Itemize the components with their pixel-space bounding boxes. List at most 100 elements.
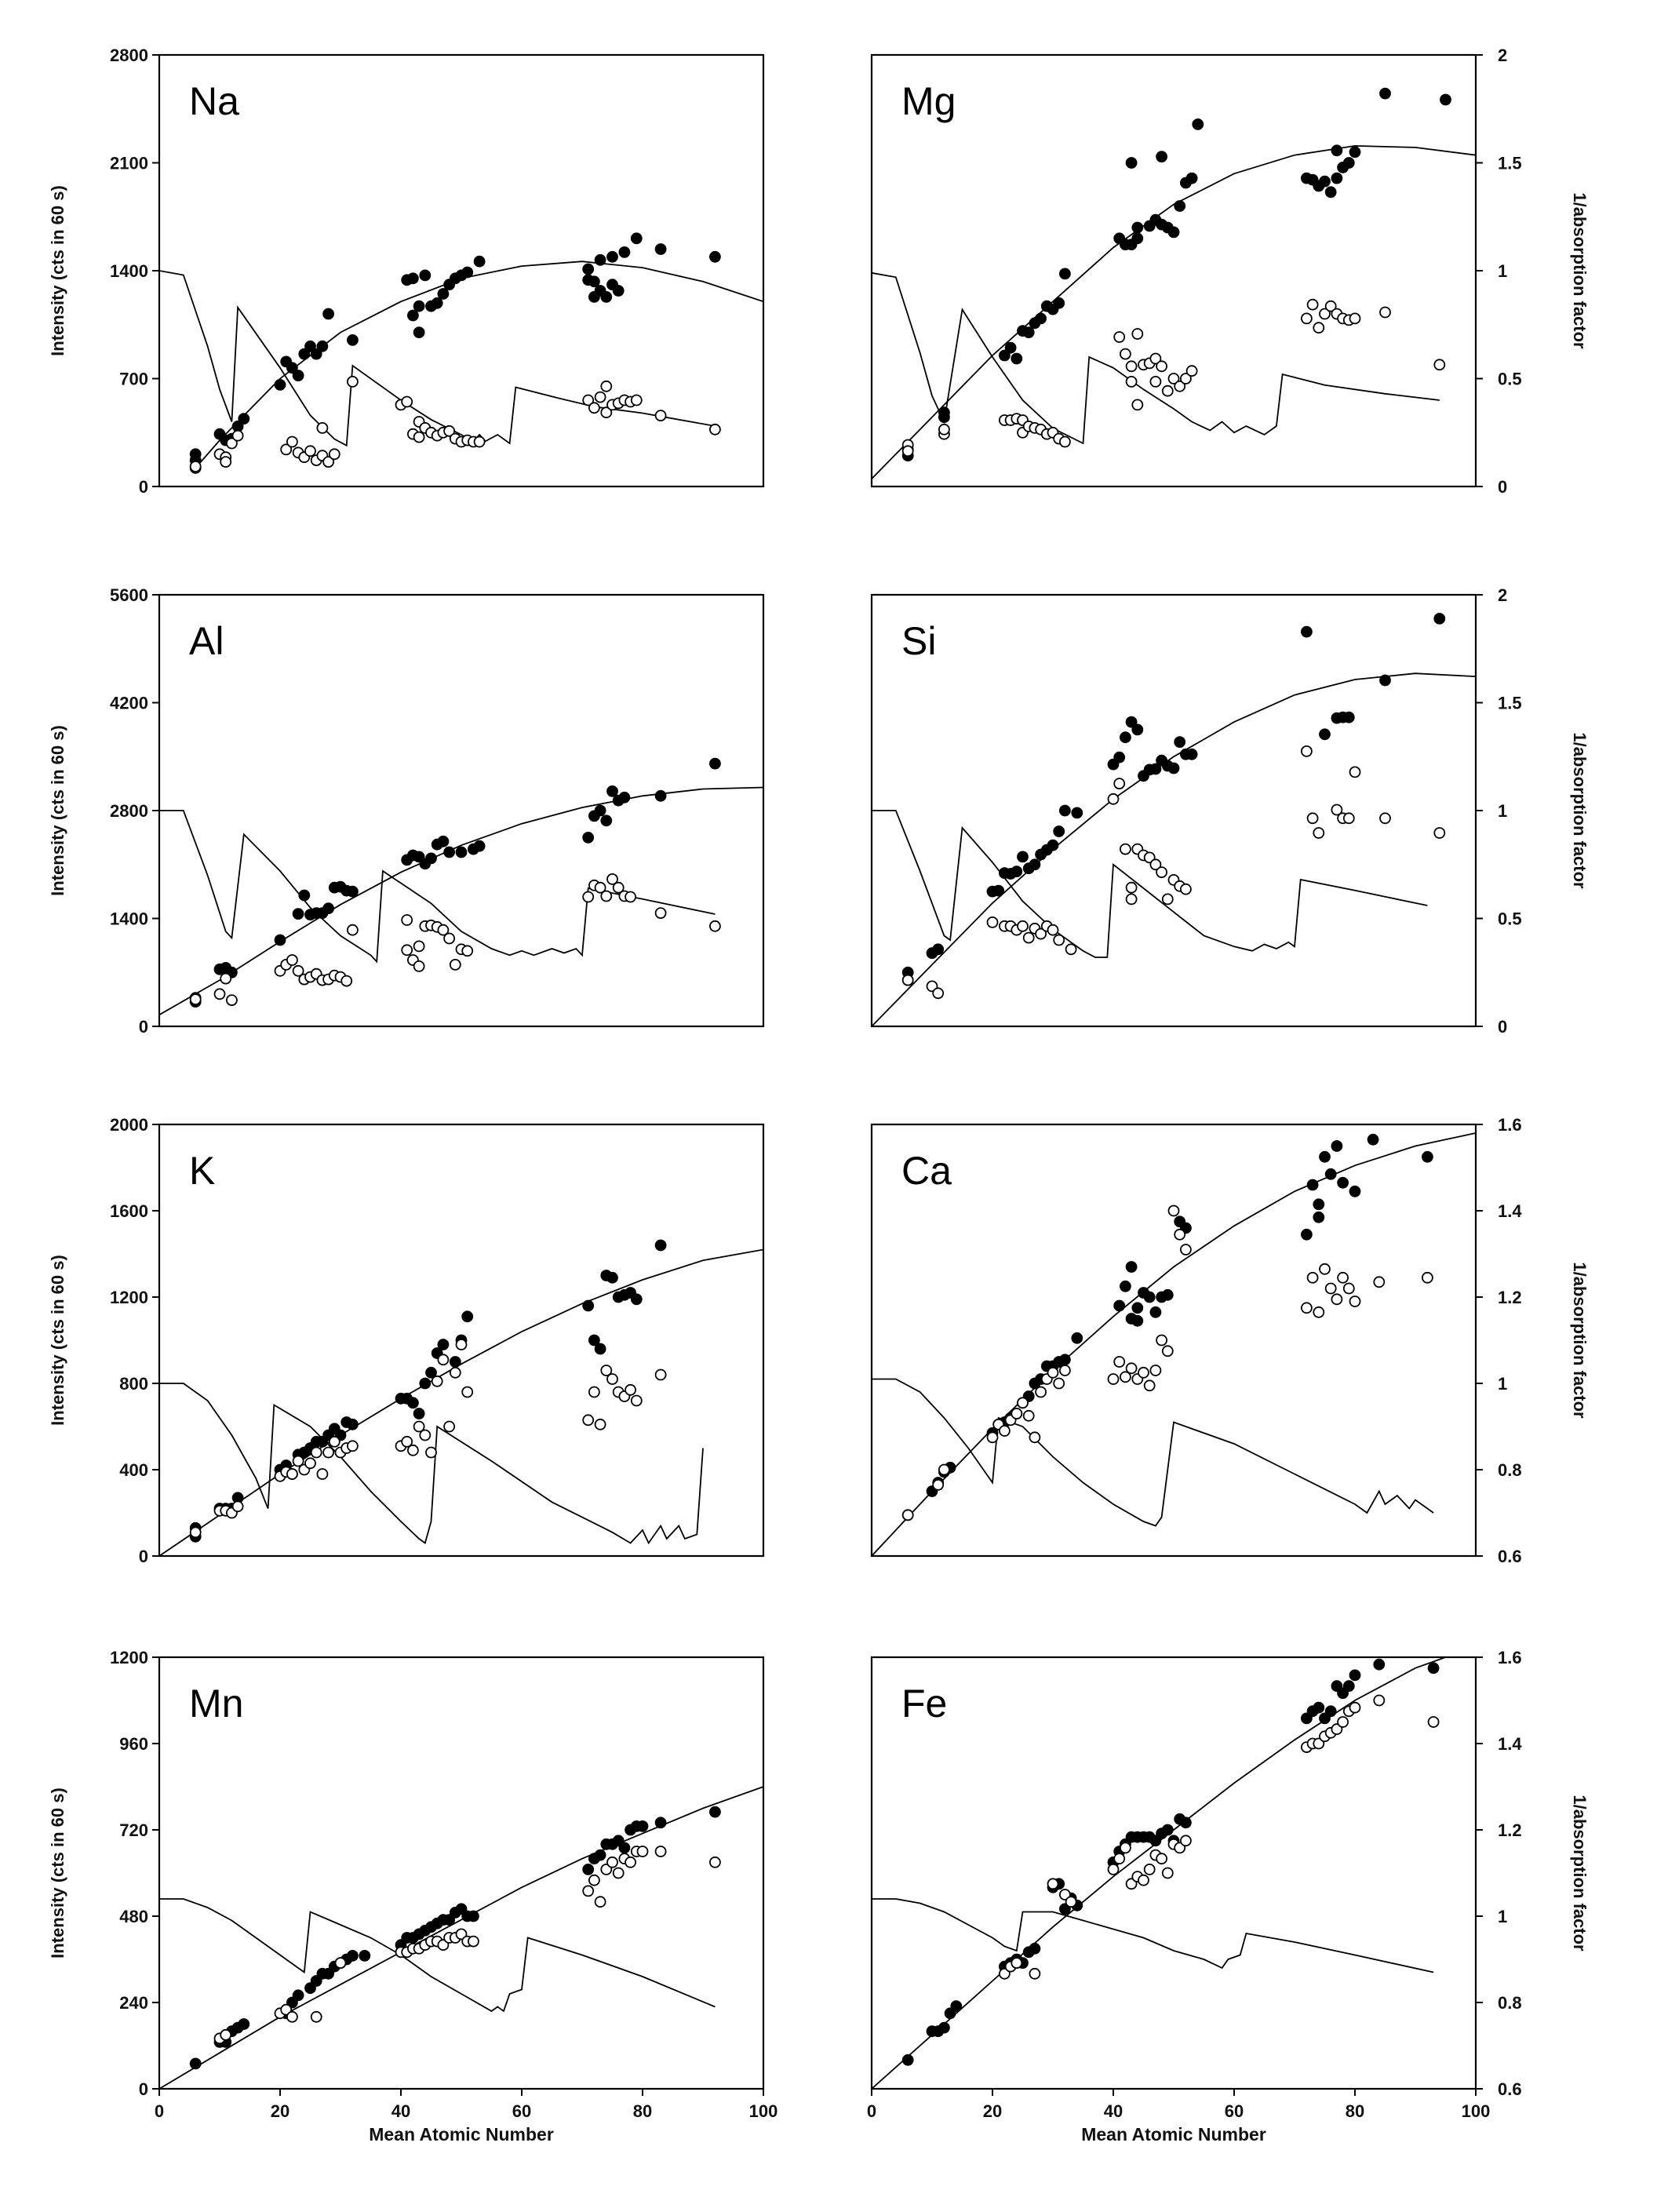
- plot-area: [872, 87, 1476, 479]
- plot-area: [872, 1132, 1476, 1556]
- open-point: [1379, 812, 1391, 825]
- open-point: [654, 1368, 667, 1381]
- open-point: [1131, 328, 1144, 340]
- open-point: [231, 1500, 244, 1513]
- chart-panel-k: 0 400 800 1200 1600 2000 Intensity (cts in 60 …: [48, 1115, 765, 1566]
- open-point: [594, 391, 606, 403]
- chart-panel-ca: 0.6 0.8 1 1.2 1.4 1.6 1/absorption factor Ca: [870, 1115, 1590, 1566]
- filled-point: [346, 885, 359, 898]
- open-point: [654, 907, 667, 919]
- open-point: [1319, 308, 1331, 320]
- plot-area: [872, 613, 1476, 1026]
- filled-point: [1185, 748, 1198, 760]
- y-axis-label: Intensity (cts in 60 s): [48, 1787, 67, 1959]
- filled-point: [618, 246, 631, 258]
- filled-point: [1131, 221, 1144, 234]
- filled-point: [938, 2021, 950, 2034]
- open-point: [1011, 1957, 1023, 1970]
- open-point: [1022, 1409, 1035, 1422]
- filled-point: [654, 243, 667, 255]
- y2-tick-label: 1: [1498, 1907, 1507, 1926]
- y2-axis-label: 1/absorption factor: [1570, 1262, 1590, 1419]
- filled-point: [431, 297, 443, 309]
- x-tick-label: 40: [391, 2101, 410, 2121]
- open-point: [220, 2028, 232, 2041]
- y2-tick-label: 1: [1498, 261, 1507, 281]
- y2-tick-label: 0.5: [1498, 370, 1522, 389]
- y-tick-label: 0: [139, 1547, 148, 1566]
- open-point: [341, 975, 353, 987]
- open-point: [413, 1420, 425, 1433]
- open-point: [1174, 380, 1186, 392]
- open-point: [189, 461, 202, 472]
- open-point: [1306, 298, 1319, 311]
- y2-axis-label: 1/absorption factor: [1570, 192, 1590, 349]
- absorption-curve: [872, 1378, 1434, 1527]
- filled-point: [1113, 1299, 1126, 1312]
- y2-tick-label: 0.6: [1498, 2079, 1522, 2099]
- filled-point: [322, 308, 335, 320]
- filled-point: [1131, 1302, 1144, 1314]
- element-label: Al: [189, 619, 224, 663]
- open-point: [316, 1468, 329, 1480]
- x-tick-label: 20: [983, 2101, 1002, 2121]
- open-point: [225, 994, 238, 1006]
- open-point: [1138, 1874, 1149, 1886]
- open-point: [1337, 1271, 1349, 1284]
- open-point: [625, 1383, 636, 1396]
- chart-panel-mn: 0 240 480 720 960 1200 0 20 40 60 80 100 Mean Atomic…: [48, 1648, 778, 2145]
- open-point: [1331, 1723, 1343, 1736]
- open-point: [1065, 1896, 1077, 1908]
- open-point: [986, 1431, 999, 1444]
- open-point: [606, 873, 618, 885]
- filled-point: [1022, 326, 1035, 339]
- open-point: [1337, 1716, 1349, 1728]
- filled-point: [407, 309, 419, 322]
- filled-point: [1433, 613, 1446, 625]
- filled-point: [286, 1996, 298, 2009]
- open-point: [1180, 1835, 1192, 1847]
- filled-point: [292, 908, 304, 920]
- x-tick-label: 60: [512, 2101, 531, 2121]
- open-point: [1138, 1366, 1149, 1379]
- open-point: [625, 1856, 636, 1868]
- open-point: [304, 1457, 316, 1470]
- open-point: [1324, 1282, 1337, 1295]
- open-point: [582, 394, 595, 406]
- filled-point: [588, 275, 600, 288]
- filled-point: [419, 1377, 432, 1390]
- open-point: [1331, 804, 1343, 816]
- filled-point: [582, 832, 595, 844]
- filled-point: [1306, 1179, 1319, 1191]
- plot-frame: [870, 1656, 1477, 2090]
- open-point: [1156, 360, 1167, 373]
- open-point: [901, 1509, 914, 1521]
- open-point: [443, 425, 455, 437]
- y2-tick-label: 0.5: [1498, 909, 1522, 929]
- open-point: [443, 932, 455, 945]
- filled-point: [292, 1989, 304, 2002]
- open-point: [1143, 1379, 1156, 1392]
- filled-point: [1440, 93, 1451, 106]
- open-point: [582, 1885, 595, 1897]
- filled-point: [1319, 728, 1331, 741]
- plot-frame: [870, 53, 1477, 488]
- chart-panel-fe: 0.6 0.8 1 1.2 1.4 1.6 0 20 40 60 80 100 Mean Atomic …: [867, 1648, 1590, 2145]
- open-point: [1427, 1716, 1440, 1728]
- open-point: [231, 429, 244, 442]
- filled-point: [606, 250, 618, 263]
- open-point: [986, 917, 999, 928]
- fit-curve: [872, 144, 1476, 479]
- open-point: [322, 1446, 335, 1459]
- filled-point: [425, 852, 437, 865]
- plot-area: [159, 1786, 763, 2089]
- filled-point: [1029, 1942, 1041, 1955]
- filled-point: [1131, 723, 1144, 736]
- filled-point: [606, 1271, 618, 1284]
- filled-point: [709, 1806, 721, 1818]
- absorption-curve: [872, 810, 1428, 958]
- filled-point: [1125, 157, 1138, 169]
- y2-axis-label: 1/absorption factor: [1570, 732, 1590, 889]
- filled-point: [582, 1863, 595, 1875]
- open-point: [932, 1478, 945, 1491]
